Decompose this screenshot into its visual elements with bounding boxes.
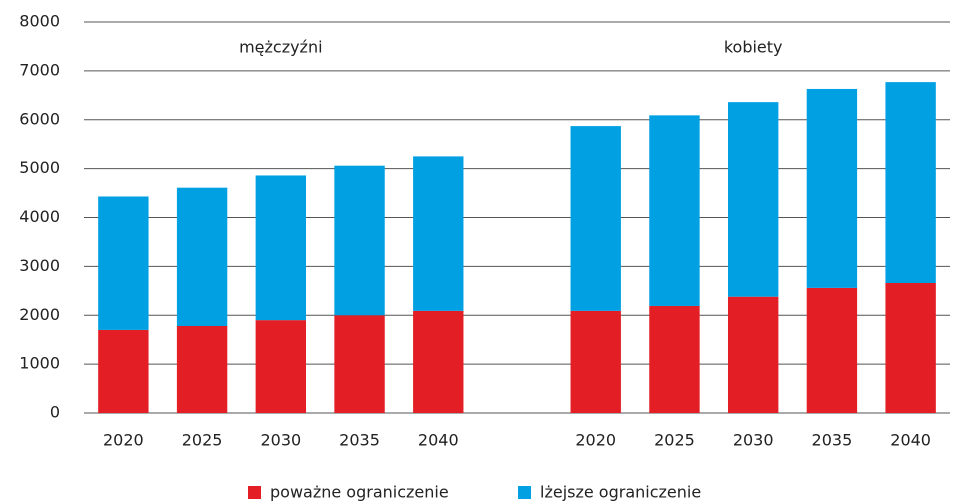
bar-segment (727, 296, 779, 413)
legend-swatch (518, 486, 531, 499)
legend-swatch (248, 486, 261, 499)
y-tick-label: 4000 (19, 207, 60, 226)
bar-segment (649, 115, 700, 306)
bar-segment (570, 310, 621, 413)
bar-segment (176, 187, 228, 327)
y-tick-label: 8000 (19, 12, 60, 31)
bar-segment (334, 165, 385, 316)
bar-segment (727, 102, 779, 297)
y-tick-label: 1000 (19, 354, 60, 373)
y-tick-label: 2000 (19, 305, 60, 324)
x-tick-label: 2020 (103, 431, 144, 450)
bar-segment (806, 287, 858, 413)
y-tick-label: 6000 (19, 109, 60, 128)
legend-label: poważne ograniczenie (270, 483, 449, 502)
legend-label: lżejsze ograniczenie (540, 483, 701, 502)
bar-segment (885, 82, 936, 283)
bar-segment (255, 320, 307, 413)
x-tick-label: 2025 (182, 431, 223, 450)
bar-segment (649, 305, 700, 413)
bar-segment (334, 315, 385, 413)
bar-segment (885, 282, 936, 413)
group-label: mężczyźni (239, 38, 322, 57)
x-tick-label: 2035 (812, 431, 853, 450)
bar-segment (806, 88, 858, 288)
y-tick-label: 7000 (19, 60, 60, 79)
bar-segment (570, 126, 621, 311)
bar-segment (176, 326, 228, 413)
y-tick-label: 0 (50, 403, 60, 422)
bar-segment (255, 175, 307, 321)
y-tick-label: 5000 (19, 158, 60, 177)
x-tick-label: 2030 (733, 431, 774, 450)
x-tick-label: 2025 (654, 431, 695, 450)
x-tick-label: 2035 (339, 431, 380, 450)
x-tick-label: 2040 (890, 431, 931, 450)
x-tick-label: 2040 (418, 431, 459, 450)
bar-segment (98, 196, 149, 330)
bar-segment (98, 329, 149, 413)
group-label: kobiety (724, 38, 783, 57)
bar-segment (413, 310, 464, 413)
y-tick-label: 3000 (19, 256, 60, 275)
x-tick-label: 2030 (260, 431, 301, 450)
x-tick-label: 2020 (575, 431, 616, 450)
bar-segment (413, 156, 464, 311)
